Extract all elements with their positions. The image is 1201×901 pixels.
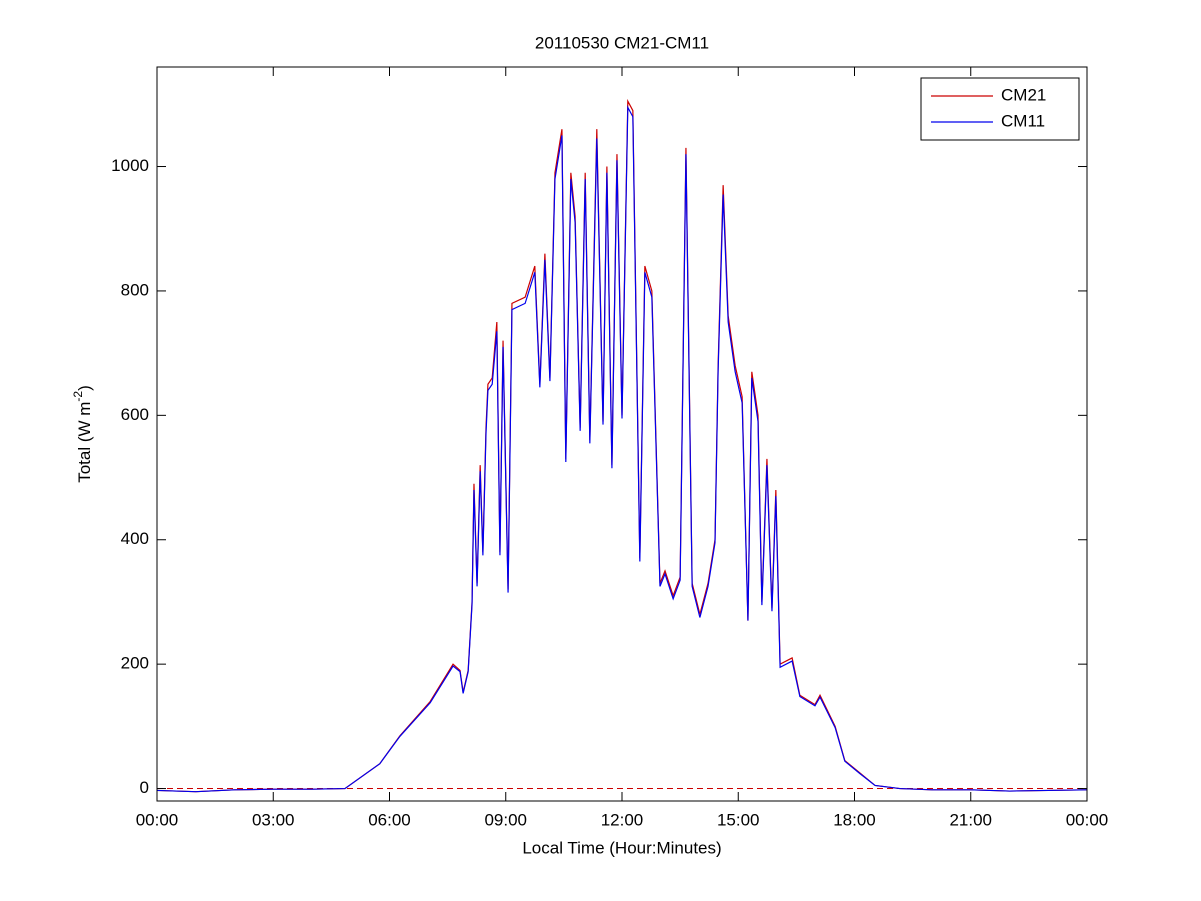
legend: CM21 CM11 xyxy=(920,77,1080,141)
y-tick-label: 1000 xyxy=(111,156,149,175)
x-tick-label: 03:00 xyxy=(252,810,295,829)
legend-label: CM11 xyxy=(1001,111,1045,130)
x-tick-label: 00:00 xyxy=(1066,810,1109,829)
legend-label: CM21 xyxy=(1001,85,1046,104)
y-tick-label: 400 xyxy=(121,529,149,548)
y-tick-label: 0 xyxy=(140,778,149,797)
x-tick-label: 00:00 xyxy=(136,810,179,829)
x-tick-label: 15:00 xyxy=(717,810,760,829)
x-tick-label: 18:00 xyxy=(833,810,876,829)
x-tick-label: 12:00 xyxy=(601,810,644,829)
y-tick-label: 800 xyxy=(121,280,149,299)
y-tick-label: 200 xyxy=(121,654,149,673)
x-axis-label: Local Time (Hour:Minutes) xyxy=(522,838,721,857)
chart-title: 20110530 CM21-CM11 xyxy=(535,33,709,52)
y-tick-label: 600 xyxy=(121,405,149,424)
x-tick-label: 09:00 xyxy=(484,810,527,829)
legend-box xyxy=(920,77,1080,141)
series-line xyxy=(156,105,1088,793)
x-tick-label: 06:00 xyxy=(368,810,411,829)
x-tick-label: 21:00 xyxy=(949,810,992,829)
y-axis-label: Total (W m-2) xyxy=(71,385,94,483)
